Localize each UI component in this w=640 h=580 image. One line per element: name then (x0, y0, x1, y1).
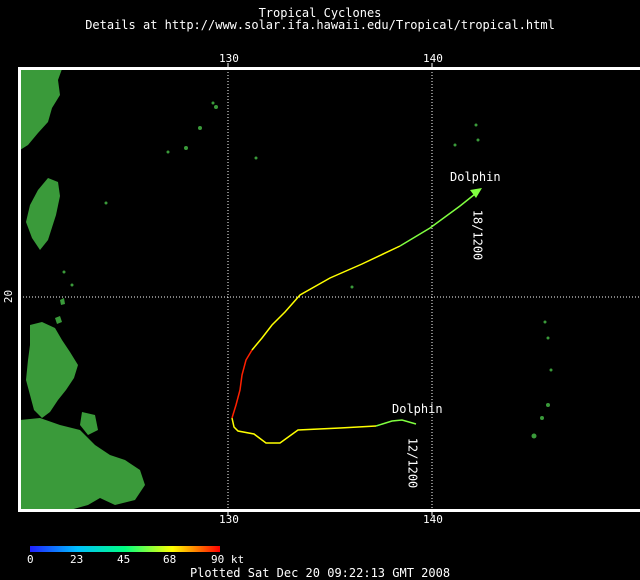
land-luzon (26, 322, 78, 418)
land-ryukyu-4 (166, 150, 170, 154)
land-islet-8 (70, 283, 74, 287)
storm-label-start: Dolphin (392, 402, 443, 416)
track-segment-peak (231, 349, 253, 419)
land-palau-3 (531, 433, 537, 439)
land-marianas-2 (476, 138, 480, 142)
storm-date-end: 18/1200 (470, 209, 485, 261)
lon-label-bottom-140: 140 (423, 513, 443, 526)
track-arrow-head (470, 188, 482, 198)
intensity-legend-bar (30, 546, 220, 552)
legend-label-68: 68 (163, 553, 177, 566)
track-segment-east (231, 417, 377, 444)
land-ryukyu-1 (214, 105, 218, 109)
land-islet-4 (543, 320, 547, 324)
land-islet-5 (546, 336, 550, 340)
map-frame (18, 63, 640, 516)
plotted-timestamp: Plotted Sat Dec 20 09:22:13 GMT 2008 (189, 566, 451, 580)
land-masses (20, 69, 553, 510)
land-islet-7 (62, 270, 66, 274)
land-taiwan (26, 178, 60, 250)
land-marianas-1 (474, 123, 478, 127)
land-islet-6 (549, 368, 553, 372)
storm-label-end: Dolphin (450, 170, 501, 184)
lon-label-top-130: 130 (219, 52, 239, 65)
land-islet-2 (60, 298, 65, 305)
map-title: Tropical Cyclones (258, 6, 382, 20)
land-marianas-3 (453, 143, 457, 147)
land-ryukyu-3 (184, 146, 188, 150)
map-subtitle: Details at http://www.solar.ifa.hawaii.e… (85, 18, 555, 32)
land-islet-3 (350, 285, 354, 289)
land-ryukyu-2 (198, 126, 202, 130)
legend-label-0: 0 (27, 553, 34, 566)
land-ryukyu-6 (211, 101, 215, 105)
track-segment-north (399, 189, 481, 247)
land-china (20, 69, 62, 150)
storm-track-dolphin (231, 188, 482, 444)
land-visayas (20, 418, 145, 510)
track-segment-weaken (251, 245, 401, 351)
land-ryukyu-7 (254, 156, 258, 160)
lon-label-top-140: 140 (423, 52, 443, 65)
lon-label-bottom-130: 130 (219, 513, 239, 526)
storm-date-start: 12/1200 (405, 437, 420, 489)
land-palau-2 (540, 416, 544, 420)
legend-label-90: 90 kt (211, 553, 245, 566)
legend-label-23: 23 (70, 553, 84, 566)
land-islet-1 (55, 316, 62, 324)
land-mindoro (80, 412, 98, 435)
legend-label-45: 45 (117, 553, 131, 566)
grid-lines (20, 69, 640, 510)
track-segment-start (375, 419, 417, 427)
land-palau-1 (546, 403, 550, 407)
land-ryukyu-5 (104, 201, 108, 205)
